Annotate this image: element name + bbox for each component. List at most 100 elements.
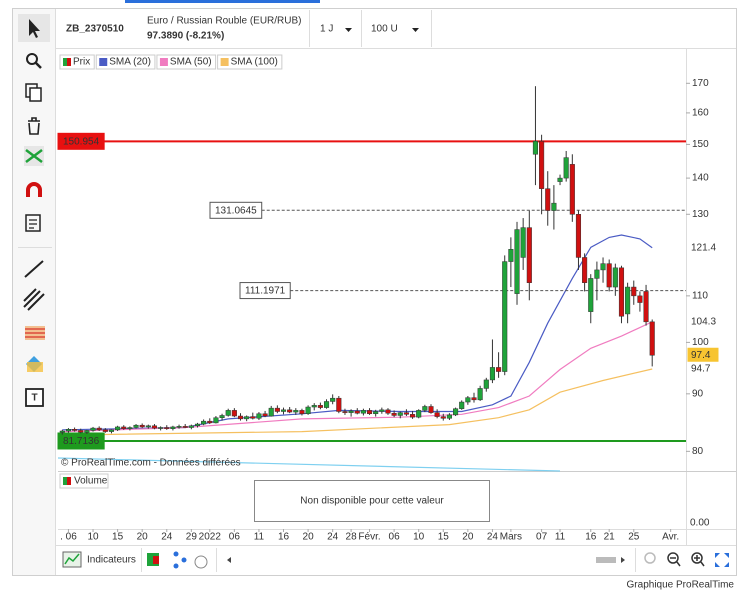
candle-body: [545, 188, 551, 211]
indicators-button[interactable]: Indicateurs: [87, 555, 136, 566]
zoom-reset[interactable]: [644, 552, 656, 564]
zoom-out[interactable]: [667, 552, 679, 564]
candle-body: [299, 410, 305, 415]
y-tick-label: 130: [692, 209, 709, 220]
left-toolbar: T: [13, 9, 56, 575]
sma-line: [62, 321, 653, 433]
notes-tool[interactable]: [25, 214, 41, 232]
x-tick-label: 25: [628, 532, 640, 543]
candle-body: [102, 429, 108, 432]
x-tick-label: 11: [254, 532, 265, 543]
level-label-box: [57, 132, 105, 150]
y-tick-label: 140: [692, 173, 709, 184]
candle-body: [428, 406, 434, 413]
footer-link[interactable]: Graphique ProRealTime: [627, 580, 735, 591]
candle-body: [176, 426, 182, 428]
legend-box: [95, 54, 156, 70]
x-tick-label: 24: [161, 532, 173, 543]
candle-body: [108, 429, 115, 432]
candle-body: [268, 407, 274, 417]
legend-label: SMA (50): [170, 57, 212, 68]
candle-body: [600, 263, 606, 271]
period-select[interactable]: 1 J: [320, 24, 333, 35]
legend-label: SMA (20): [109, 57, 151, 68]
candle-body: [274, 407, 280, 412]
zoom-handle: [35, 62, 42, 69]
x-tick-label: 24: [487, 532, 499, 543]
price-marker-box: [687, 240, 719, 255]
candle-body: [465, 397, 471, 403]
candle-body: [164, 427, 170, 429]
channel-tool[interactable]: [23, 288, 45, 311]
candle-body: [606, 263, 612, 288]
candle-body: [170, 426, 176, 429]
candle-body: [557, 177, 563, 182]
candle-body: [201, 420, 207, 425]
price-marker-box: [687, 361, 719, 376]
zoom-in[interactable]: [691, 552, 703, 564]
x-tick-label: 10: [87, 532, 99, 543]
candle-body: [391, 412, 397, 416]
x-tick-label: Févr.: [358, 532, 380, 543]
candle-body: [422, 406, 428, 411]
candle-body: [84, 430, 90, 433]
x-tick-label: . 06: [60, 532, 77, 543]
legend-swatch: [220, 58, 229, 66]
candle-body: [643, 291, 649, 323]
scroll-right[interactable]: [621, 557, 625, 563]
scroll-left[interactable]: [227, 557, 231, 563]
candle-body: [293, 410, 299, 413]
quote: 97.3890 (-8.21%): [147, 31, 224, 42]
trend-tool[interactable]: [25, 149, 43, 163]
legend-label: Prix: [73, 57, 90, 68]
tab-indicator: [125, 0, 320, 3]
candle-body: [207, 420, 213, 424]
indicators-glyph: [64, 553, 80, 565]
candle-body: [618, 267, 625, 317]
candle-body: [305, 406, 311, 415]
legend-item: Prix: [59, 54, 95, 70]
candle-body: [194, 423, 201, 427]
fibo-lines: [25, 328, 45, 338]
y-tick-label: 80: [692, 446, 704, 457]
y-tick-label: 110: [692, 290, 708, 301]
candle-body: [625, 286, 631, 315]
text-tool[interactable]: [25, 388, 44, 407]
legend: Prix SMA (20) SMA (50) SMA (100): [59, 54, 283, 70]
candle-body: [65, 429, 71, 432]
x-tick-label: 11: [555, 532, 566, 543]
legend-box: [156, 54, 217, 70]
level-label: 111.1971: [245, 286, 286, 297]
candle-body: [489, 367, 495, 381]
x-tick-label: Avr.: [662, 532, 679, 543]
zoom-tool[interactable]: [26, 53, 38, 65]
delete-tool[interactable]: [28, 117, 40, 135]
legend-swatch: [99, 58, 108, 66]
units-select[interactable]: 100 U: [371, 24, 398, 35]
x-tick-label: 15: [112, 532, 124, 543]
candle-body: [244, 416, 250, 420]
x-tick-label: 21: [604, 532, 616, 543]
help-icon[interactable]: [194, 555, 208, 569]
candle-body: [330, 397, 336, 402]
candle-body: [434, 412, 440, 417]
candle-body: [520, 227, 526, 258]
zoom-in-glyph: [676, 555, 705, 567]
fullscreen[interactable]: [715, 553, 729, 567]
candle-body: [256, 413, 262, 419]
legend-item: SMA (100): [217, 54, 283, 70]
x-tick-label: 06: [389, 532, 401, 543]
candle-body: [514, 229, 520, 294]
scroll-thumb[interactable]: [596, 557, 616, 563]
volume-legend-box: [59, 473, 109, 489]
share-icon[interactable]: [173, 551, 179, 557]
volume-title: Volume: [74, 476, 108, 487]
line-tool[interactable]: [24, 260, 44, 278]
legend-swatch: [63, 58, 67, 66]
candle-body: [496, 367, 502, 372]
cursor-tool[interactable]: [29, 19, 40, 38]
magnet-tool[interactable]: [26, 182, 42, 197]
candle-body: [453, 408, 459, 416]
candle-body: [262, 413, 268, 417]
